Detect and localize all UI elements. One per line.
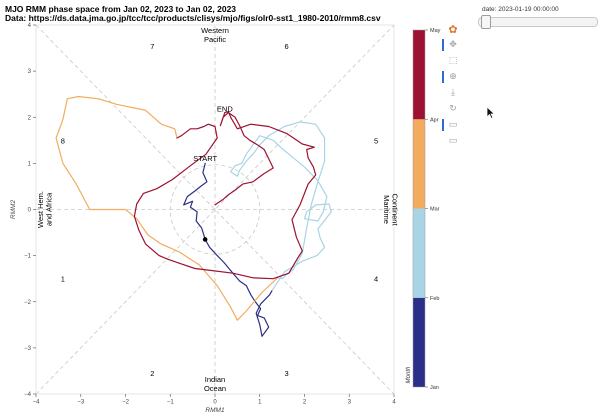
x-tick-label: 1 xyxy=(258,400,262,406)
date-slider-label: date: 2023-01-19 00:00:00 xyxy=(482,6,559,13)
phase-label: 5 xyxy=(374,136,378,145)
hover-tool-icon[interactable]: ▭ xyxy=(442,118,460,132)
save-tool-icon[interactable]: ⤓ xyxy=(451,88,455,98)
plot-area xyxy=(35,24,395,395)
colorbar-frame xyxy=(412,29,426,388)
y-axis-label: RMM2 xyxy=(10,200,17,220)
x-tick-label: 0 xyxy=(213,400,217,406)
box-zoom-tool-icon[interactable]: ⬚ xyxy=(448,56,458,66)
colorbar-segment-feb xyxy=(413,208,425,298)
y-tick-label: −4 xyxy=(24,392,32,398)
trajectory-apr xyxy=(133,111,317,280)
x-tick-label: 2 xyxy=(303,400,307,406)
trajectory-feb xyxy=(230,121,332,291)
phase-label: 2 xyxy=(150,369,154,378)
phase-label: 6 xyxy=(285,42,289,51)
unit-circle xyxy=(169,164,261,255)
y-tick-label: −1 xyxy=(24,254,32,260)
current-date-marker xyxy=(202,237,208,242)
y-tick-label: 4 xyxy=(28,23,32,29)
region-label-right: Maritime xyxy=(382,195,391,224)
phase-label: 3 xyxy=(285,369,289,378)
region-label-top: Western xyxy=(201,26,229,35)
x-tick-label: −2 xyxy=(122,400,130,406)
date-slider-widget: date: 2023-01-19 00:00:00 xyxy=(478,6,598,29)
region-label-left: West Hem. xyxy=(36,191,45,228)
reset-tool-icon[interactable]: ↻ xyxy=(449,104,457,114)
date-slider-handle[interactable] xyxy=(481,15,492,29)
annotation-end: END xyxy=(217,105,233,114)
x-tick-label: 4 xyxy=(392,400,396,406)
annotation-start: START xyxy=(193,154,217,163)
colorbar-tick-label: Mar xyxy=(430,207,440,213)
pan-tool-icon[interactable]: ✥ xyxy=(442,38,460,52)
phase-label: 1 xyxy=(61,275,65,284)
colorbar-segment-apr xyxy=(413,30,425,120)
diag-guide-1 xyxy=(35,24,395,395)
x-tick-label: 3 xyxy=(348,400,352,406)
colorbar-segment-mar xyxy=(413,119,425,209)
diag-guide-2 xyxy=(35,24,395,395)
x-axis-label: RMM1 xyxy=(205,407,225,414)
region-label-left: and Africa xyxy=(45,192,54,226)
phase-label: 7 xyxy=(150,42,154,51)
trajectory-jan xyxy=(183,162,273,337)
y-tick-label: −2 xyxy=(24,300,32,306)
chart-subtitle: Data: https://ds.data.jma.go.jp/tcc/tcc/… xyxy=(5,13,381,23)
x-tick-label: −3 xyxy=(77,400,85,406)
colorbar-tick-label: Feb xyxy=(430,296,439,302)
phase-label: 4 xyxy=(374,275,378,284)
trajectory-mar xyxy=(55,95,279,321)
x-tick-label: −4 xyxy=(33,400,41,406)
region-label-right: Continent xyxy=(391,193,400,226)
mouse-cursor-icon xyxy=(486,106,496,120)
colorbar-tick-label: May xyxy=(430,28,441,34)
bokeh-logo-icon[interactable]: ✿ xyxy=(448,22,458,36)
y-tick-label: 3 xyxy=(28,69,32,75)
plot-toolbar: ✿ ✥ ⬚ ⊕ ⤓ ↻ ▭ ▭ xyxy=(442,22,463,150)
colorbar-tick-label: Jan xyxy=(430,385,439,391)
chart-title: MJO RMM phase space from Jan 02, 2023 to… xyxy=(5,4,237,14)
y-tick-label: 2 xyxy=(28,115,32,121)
y-tick-label: 1 xyxy=(28,161,32,167)
date-slider-track[interactable] xyxy=(478,15,598,29)
colorbar-segment-jan xyxy=(413,297,425,387)
x-tick-label: −1 xyxy=(167,400,175,406)
y-tick-label: 0 xyxy=(28,208,32,214)
y-tick-label: −3 xyxy=(24,346,32,352)
phase-label: 8 xyxy=(61,136,65,145)
region-label-bottom: Indian xyxy=(205,375,225,384)
colorbar-label: Month xyxy=(406,366,412,383)
hover-tool-2-icon[interactable]: ▭ xyxy=(448,136,458,146)
colorbar-tick-label: Apr xyxy=(430,117,439,123)
region-label-top: Pacific xyxy=(204,35,226,44)
wheel-zoom-tool-icon[interactable]: ⊕ xyxy=(442,70,460,84)
region-label-bottom: Ocean xyxy=(204,384,226,393)
